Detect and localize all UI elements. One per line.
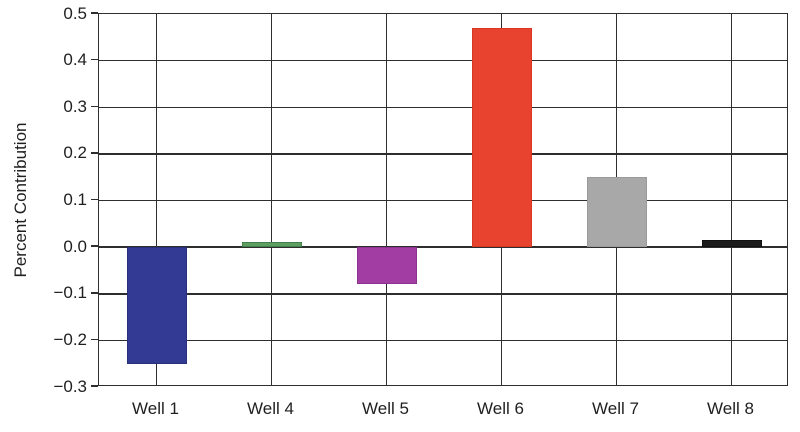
vertical-gridline bbox=[730, 14, 733, 385]
bar-well-4 bbox=[241, 242, 302, 248]
x-tick-label: Well 8 bbox=[707, 399, 754, 418]
horizontal-gridline bbox=[99, 199, 787, 202]
horizontal-gridline bbox=[99, 59, 787, 62]
y-tick-mark bbox=[91, 58, 98, 61]
y-tick-mark bbox=[91, 152, 98, 154]
y-tick-label: −0.1 bbox=[53, 283, 87, 303]
bar-well-5 bbox=[356, 247, 417, 285]
vertical-gridline bbox=[155, 14, 158, 385]
plot-area bbox=[98, 13, 788, 386]
x-tick-label: Well 7 bbox=[592, 399, 639, 418]
x-tick-label: Well 1 bbox=[132, 399, 179, 418]
y-tick-mark bbox=[91, 245, 98, 247]
vertical-gridline bbox=[385, 14, 388, 385]
bar-well-1 bbox=[126, 247, 187, 364]
bar-well-7 bbox=[586, 177, 647, 248]
horizontal-gridline bbox=[99, 293, 787, 295]
horizontal-gridline bbox=[99, 153, 787, 155]
y-tick-mark bbox=[91, 292, 98, 294]
y-tick-label: 0.5 bbox=[63, 3, 87, 23]
x-tick-label: Well 5 bbox=[362, 399, 409, 418]
x-tick-label: Well 6 bbox=[477, 399, 524, 418]
y-tick-label: −0.2 bbox=[53, 329, 87, 349]
y-tick-label: −0.3 bbox=[53, 376, 87, 396]
y-tick-label: 0.3 bbox=[63, 96, 87, 116]
y-tick-mark bbox=[91, 105, 98, 107]
y-tick-label: 0.4 bbox=[63, 50, 87, 70]
x-tick-label: Well 4 bbox=[247, 399, 294, 418]
horizontal-gridline bbox=[99, 106, 787, 108]
vertical-gridline bbox=[270, 14, 273, 385]
horizontal-gridline bbox=[99, 339, 787, 342]
horizontal-gridline bbox=[99, 246, 787, 248]
y-tick-label: 0.2 bbox=[63, 143, 87, 163]
y-tick-mark bbox=[91, 385, 98, 387]
y-tick-label: 0.1 bbox=[63, 190, 87, 209]
bar-well-6 bbox=[471, 27, 532, 248]
y-tick-mark bbox=[91, 338, 98, 341]
bar-well-8 bbox=[701, 240, 762, 248]
y-tick-label: 0.0 bbox=[63, 236, 87, 256]
y-tick-mark bbox=[91, 12, 98, 14]
y-tick-mark bbox=[91, 198, 98, 201]
